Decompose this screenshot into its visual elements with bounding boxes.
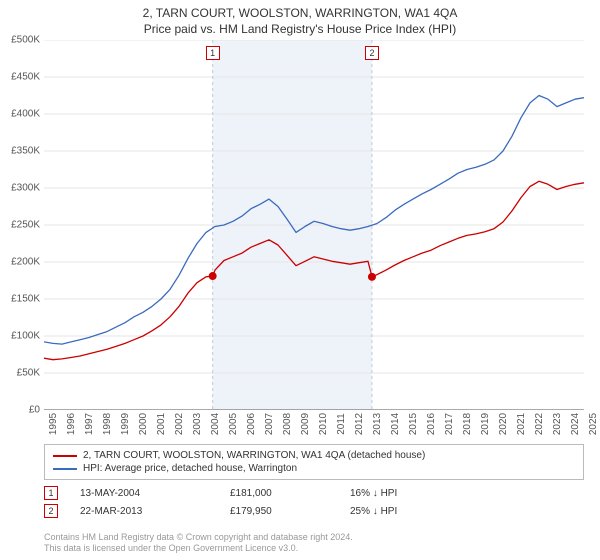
yaxis-tick-label: £300K: [11, 183, 44, 194]
xaxis-tick-label: 2017: [440, 413, 455, 435]
table-row: 2 22-MAR-2013 £179,950 25% ↓ HPI: [44, 502, 584, 520]
sale-date: 13-MAY-2004: [80, 488, 230, 499]
xaxis-tick-label: 1998: [98, 413, 113, 435]
attribution-line: This data is licensed under the Open Gov…: [44, 543, 584, 554]
legend-swatch: [53, 455, 77, 457]
xaxis-tick-label: 2013: [368, 413, 383, 435]
xaxis-tick-label: 2018: [458, 413, 473, 435]
xaxis-tick-label: 2015: [404, 413, 419, 435]
sale-marker-icon: 2: [44, 504, 58, 518]
xaxis-tick-label: 1996: [62, 413, 77, 435]
xaxis-tick-label: 2024: [566, 413, 581, 435]
yaxis-tick-label: £400K: [11, 109, 44, 120]
xaxis-tick-label: 2003: [188, 413, 203, 435]
yaxis-tick-label: £150K: [11, 294, 44, 305]
sale-marker-box: 1: [206, 46, 220, 60]
yaxis-tick-label: £100K: [11, 331, 44, 342]
chart-plot-area: £0£50K£100K£150K£200K£250K£300K£350K£400…: [44, 40, 584, 410]
chart-container: 2, TARN COURT, WOOLSTON, WARRINGTON, WA1…: [0, 0, 600, 560]
xaxis-tick-label: 2012: [350, 413, 365, 435]
xaxis-tick-label: 2008: [278, 413, 293, 435]
yaxis-tick-label: £0: [29, 405, 44, 416]
attribution-text: Contains HM Land Registry data © Crown c…: [44, 532, 584, 555]
xaxis-tick-label: 2019: [476, 413, 491, 435]
xaxis-tick-label: 2001: [152, 413, 167, 435]
legend-item: 2, TARN COURT, WOOLSTON, WARRINGTON, WA1…: [53, 449, 575, 462]
xaxis-tick-label: 2011: [332, 413, 347, 435]
yaxis-tick-label: £200K: [11, 257, 44, 268]
xaxis-tick-label: 2014: [386, 413, 401, 435]
sale-price: £181,000: [230, 488, 350, 499]
xaxis-tick-label: 2010: [314, 413, 329, 435]
yaxis-tick-label: £500K: [11, 35, 44, 46]
xaxis-tick-label: 2022: [530, 413, 545, 435]
legend-label: HPI: Average price, detached house, Warr…: [83, 463, 297, 474]
sale-marker-icon: 1: [44, 486, 58, 500]
sale-point-icon: [209, 272, 217, 280]
sales-table: 1 13-MAY-2004 £181,000 16% ↓ HPI 2 22-MA…: [44, 484, 584, 520]
sale-price: £179,950: [230, 506, 350, 517]
xaxis-tick-label: 1995: [44, 413, 59, 435]
xaxis-tick-label: 2020: [494, 413, 509, 435]
sale-delta: 16% ↓ HPI: [350, 488, 470, 499]
xaxis-tick-label: 2005: [224, 413, 239, 435]
xaxis-tick-label: 2000: [134, 413, 149, 435]
legend-label: 2, TARN COURT, WOOLSTON, WARRINGTON, WA1…: [83, 450, 425, 461]
xaxis-tick-label: 2002: [170, 413, 185, 435]
xaxis-tick-label: 2009: [296, 413, 311, 435]
yaxis-tick-label: £250K: [11, 220, 44, 231]
xaxis-tick-label: 2006: [242, 413, 257, 435]
sale-point-icon: [368, 273, 376, 281]
chart-svg: [44, 40, 584, 410]
legend-swatch: [53, 468, 77, 470]
legend-item: HPI: Average price, detached house, Warr…: [53, 462, 575, 475]
chart-subtitle: Price paid vs. HM Land Registry's House …: [0, 20, 600, 40]
xaxis-tick-label: 2004: [206, 413, 221, 435]
yaxis-tick-label: £50K: [17, 368, 44, 379]
attribution-line: Contains HM Land Registry data © Crown c…: [44, 532, 584, 543]
yaxis-tick-label: £450K: [11, 72, 44, 83]
xaxis-tick-label: 2025: [584, 413, 599, 435]
sale-delta: 25% ↓ HPI: [350, 506, 470, 517]
xaxis-tick-label: 1997: [80, 413, 95, 435]
chart-title: 2, TARN COURT, WOOLSTON, WARRINGTON, WA1…: [0, 0, 600, 20]
xaxis-tick-label: 1999: [116, 413, 131, 435]
xaxis-tick-label: 2023: [548, 413, 563, 435]
xaxis-tick-label: 2021: [512, 413, 527, 435]
chart-legend: 2, TARN COURT, WOOLSTON, WARRINGTON, WA1…: [44, 444, 584, 480]
yaxis-tick-label: £350K: [11, 146, 44, 157]
xaxis-tick-label: 2007: [260, 413, 275, 435]
xaxis-tick-label: 2016: [422, 413, 437, 435]
table-row: 1 13-MAY-2004 £181,000 16% ↓ HPI: [44, 484, 584, 502]
sale-marker-box: 2: [365, 46, 379, 60]
sale-date: 22-MAR-2013: [80, 506, 230, 517]
